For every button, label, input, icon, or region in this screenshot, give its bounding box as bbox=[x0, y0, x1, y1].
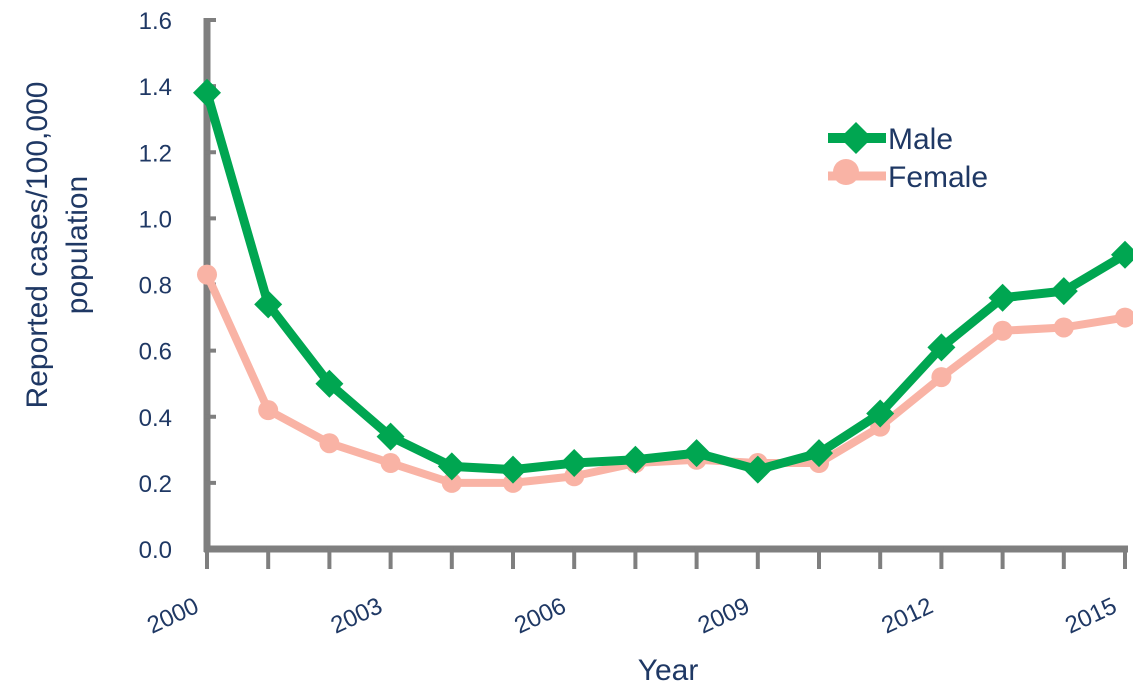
axes-layer bbox=[203, 18, 1128, 569]
data-point-diamond bbox=[499, 455, 527, 484]
series-line bbox=[203, 272, 1126, 487]
data-point-circle bbox=[258, 400, 279, 421]
y-tick-label: 1.0 bbox=[139, 206, 172, 233]
x-tick-label: 2012 bbox=[878, 592, 938, 639]
data-point-circle bbox=[319, 433, 340, 454]
data-point-diamond bbox=[743, 455, 772, 484]
data-point-diamond bbox=[254, 290, 283, 319]
data-point-diamond bbox=[805, 439, 833, 468]
data-point-circle bbox=[1115, 307, 1133, 328]
data-point-circle bbox=[441, 472, 462, 493]
y-tick-label: 1.4 bbox=[139, 74, 172, 101]
data-point-circle bbox=[1053, 317, 1074, 338]
x-tick-label: 2006 bbox=[510, 592, 570, 639]
data-point-diamond bbox=[193, 78, 221, 107]
x-tick-label: 2009 bbox=[694, 592, 754, 639]
data-point-diamond bbox=[437, 452, 466, 481]
x-tick-label: 2003 bbox=[327, 592, 387, 639]
series-layer bbox=[193, 78, 1133, 493]
data-point-diamond bbox=[376, 422, 405, 451]
y-tick-label: 0.6 bbox=[139, 339, 172, 366]
data-point-circle bbox=[992, 320, 1013, 341]
y-tick-label: 0.4 bbox=[139, 405, 172, 432]
x-tick-label: 2015 bbox=[1061, 592, 1121, 639]
legend: Male Female bbox=[828, 122, 988, 194]
data-point-diamond bbox=[621, 445, 650, 474]
data-point-circle bbox=[931, 367, 952, 388]
y-tick-label: 0.8 bbox=[139, 273, 172, 300]
labels-layer: 0.0 0.2 0.4 0.6 0.8 1.0 1.2 1.4 1.6 2000 2003 2006 2… bbox=[21, 8, 1121, 687]
data-point-diamond bbox=[560, 449, 589, 478]
data-point-diamond bbox=[927, 333, 956, 362]
y-axis-title: Reported cases/100,000 population bbox=[21, 82, 94, 409]
y-axis-title-line: population bbox=[61, 176, 94, 314]
y-tick-label: 1.6 bbox=[139, 8, 172, 35]
legend-label: Female bbox=[888, 161, 988, 194]
y-tick-label: 0.0 bbox=[139, 537, 172, 564]
data-point-circle bbox=[197, 264, 217, 285]
legend-item-male: Male bbox=[828, 122, 953, 156]
data-point-circle bbox=[380, 453, 401, 474]
data-point-diamond bbox=[988, 283, 1017, 312]
x-tick-label: 2000 bbox=[143, 592, 203, 639]
legend-label: Male bbox=[888, 123, 953, 156]
data-point-diamond bbox=[1049, 277, 1078, 306]
y-tick-label: 1.2 bbox=[139, 140, 172, 167]
legend-item-female: Female bbox=[828, 159, 988, 194]
series-line bbox=[202, 91, 1128, 475]
data-point-diamond bbox=[866, 399, 895, 428]
x-axis-title: Year bbox=[638, 654, 699, 687]
y-axis-title-line: Reported cases/100,000 bbox=[21, 82, 54, 409]
legend-marker-diamond bbox=[840, 122, 872, 154]
data-point-diamond bbox=[682, 439, 711, 468]
data-point-diamond bbox=[315, 369, 344, 398]
data-point-diamond bbox=[1111, 240, 1133, 269]
legend-marker-circle bbox=[833, 159, 859, 185]
series-male bbox=[193, 78, 1133, 484]
y-tick-label: 0.2 bbox=[139, 471, 172, 498]
